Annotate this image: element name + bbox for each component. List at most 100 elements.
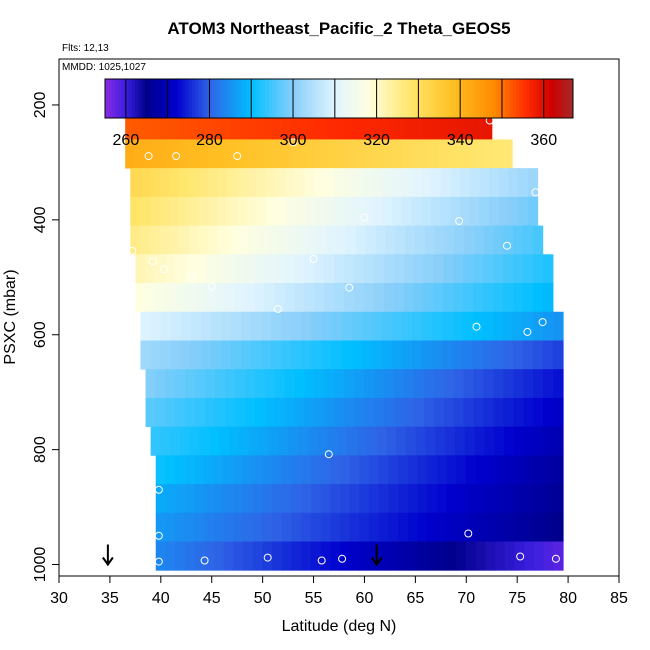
heatmap-cell: [299, 110, 310, 140]
heatmap-cell: [355, 139, 366, 169]
colorbar-segment: [509, 79, 514, 118]
heatmap-cell: [209, 426, 220, 456]
heatmap-cell: [498, 168, 510, 198]
colorbar-segment: [379, 79, 383, 118]
heatmap-cell: [297, 426, 309, 456]
observation-point: [455, 217, 464, 225]
heatmap-cell: [229, 426, 240, 456]
heatmap-cell: [339, 541, 351, 571]
heatmap-cell: [372, 196, 383, 226]
heatmap-cell: [373, 254, 385, 284]
heatmap-cell: [403, 369, 415, 399]
heatmap-cell: [446, 541, 457, 571]
heatmap-cell: [233, 541, 244, 571]
heatmap-cell: [412, 340, 423, 370]
heatmap-cell: [185, 369, 196, 399]
heatmap-cell: [469, 168, 480, 198]
heatmap-cell: [204, 283, 216, 313]
heatmap-cell: [495, 512, 506, 542]
colorbar-segment: [131, 79, 136, 118]
heatmap-cell: [475, 541, 487, 571]
heatmap-cell: [514, 512, 525, 542]
heatmap-cell: [213, 541, 225, 571]
heatmap-cell: [224, 254, 236, 284]
heatmap-cell: [190, 311, 202, 341]
heatmap-cell: [349, 512, 360, 542]
heatmap-cell: [239, 426, 250, 456]
heatmap-cell: [359, 484, 370, 514]
heatmap-cell: [320, 455, 331, 485]
heatmap-cell: [411, 196, 422, 226]
heatmap-cell: [133, 110, 144, 140]
x-tick-label: 75: [508, 590, 526, 607]
heatmap-cell: [334, 397, 345, 428]
heatmap-cell: [307, 225, 318, 255]
heatmap-cell: [443, 254, 455, 284]
heatmap-cell: [300, 139, 311, 169]
heatmap-cell: [439, 110, 449, 140]
heatmap-cell: [165, 283, 176, 313]
heatmap-cell: [346, 225, 357, 255]
colorbar-segment: [195, 79, 200, 118]
heatmap-cell: [384, 397, 395, 428]
heatmap-cell: [542, 340, 554, 370]
chart-title: ATOM3 Northeast_Pacific_2 Theta_GEOS5: [167, 19, 510, 38]
heatmap-cell: [225, 397, 236, 428]
heatmap-cell: [277, 225, 288, 255]
x-tick-label: 60: [356, 590, 374, 607]
heatmap-cell: [301, 455, 312, 485]
colorbar-segment: [539, 79, 544, 118]
heatmap-cell: [155, 397, 167, 428]
heatmap-cell: [466, 455, 477, 485]
heatmap-cell: [423, 369, 435, 399]
heatmap-cell: [205, 369, 216, 399]
heatmap-cell: [291, 311, 303, 341]
colorbar-segment: [318, 79, 323, 118]
heatmap-cell: [464, 426, 476, 456]
colorbar-segment: [499, 79, 504, 118]
heatmap-cell: [524, 455, 535, 485]
colorbar-segment: [305, 79, 310, 118]
colorbar-segment: [549, 79, 554, 118]
colorbar-segment: [506, 79, 510, 118]
heatmap-cell: [175, 455, 186, 485]
heatmap-cell: [375, 225, 387, 255]
heatmap-cell: [455, 426, 466, 456]
colorbar-segment: [395, 79, 400, 118]
heatmap-cell: [145, 397, 157, 428]
x-tick-label: 40: [152, 590, 170, 607]
heatmap-cell: [432, 340, 443, 370]
heatmap-cell: [217, 168, 228, 198]
heatmap-cell: [364, 397, 375, 428]
colorbar-segment: [532, 79, 537, 118]
observation-point: [531, 188, 540, 197]
colorbar-segment: [562, 79, 567, 118]
colorbar-segment: [165, 79, 170, 118]
observation-point: [154, 557, 163, 566]
heatmap-cell: [252, 484, 263, 514]
heatmap-cell: [493, 254, 504, 284]
heatmap-cell: [483, 225, 495, 255]
heatmap-cell: [291, 512, 302, 542]
heatmap-cell: [378, 484, 390, 514]
colorbar-segment: [188, 79, 193, 118]
heatmap-cell: [361, 340, 373, 370]
heatmap-cell: [404, 110, 414, 140]
heatmap-cell: [205, 397, 216, 428]
heatmap-cell: [363, 168, 374, 198]
heatmap-cell: [204, 484, 215, 514]
colorbar-segment: [496, 79, 500, 118]
colorbar-segment: [248, 79, 253, 118]
heatmap-cell: [159, 225, 171, 255]
colorbar-segment: [469, 79, 474, 118]
heatmap-cell: [464, 225, 475, 255]
colorbar-segment: [459, 79, 464, 118]
heatmap-cell: [475, 455, 487, 485]
heatmap-cell: [376, 426, 387, 456]
heatmap-cell: [217, 196, 228, 226]
heatmap-cell: [424, 225, 436, 255]
heatmap-cell: [483, 110, 493, 140]
heatmap-cell: [314, 369, 326, 399]
observation-point: [503, 241, 511, 250]
heatmap-cell: [502, 139, 513, 169]
